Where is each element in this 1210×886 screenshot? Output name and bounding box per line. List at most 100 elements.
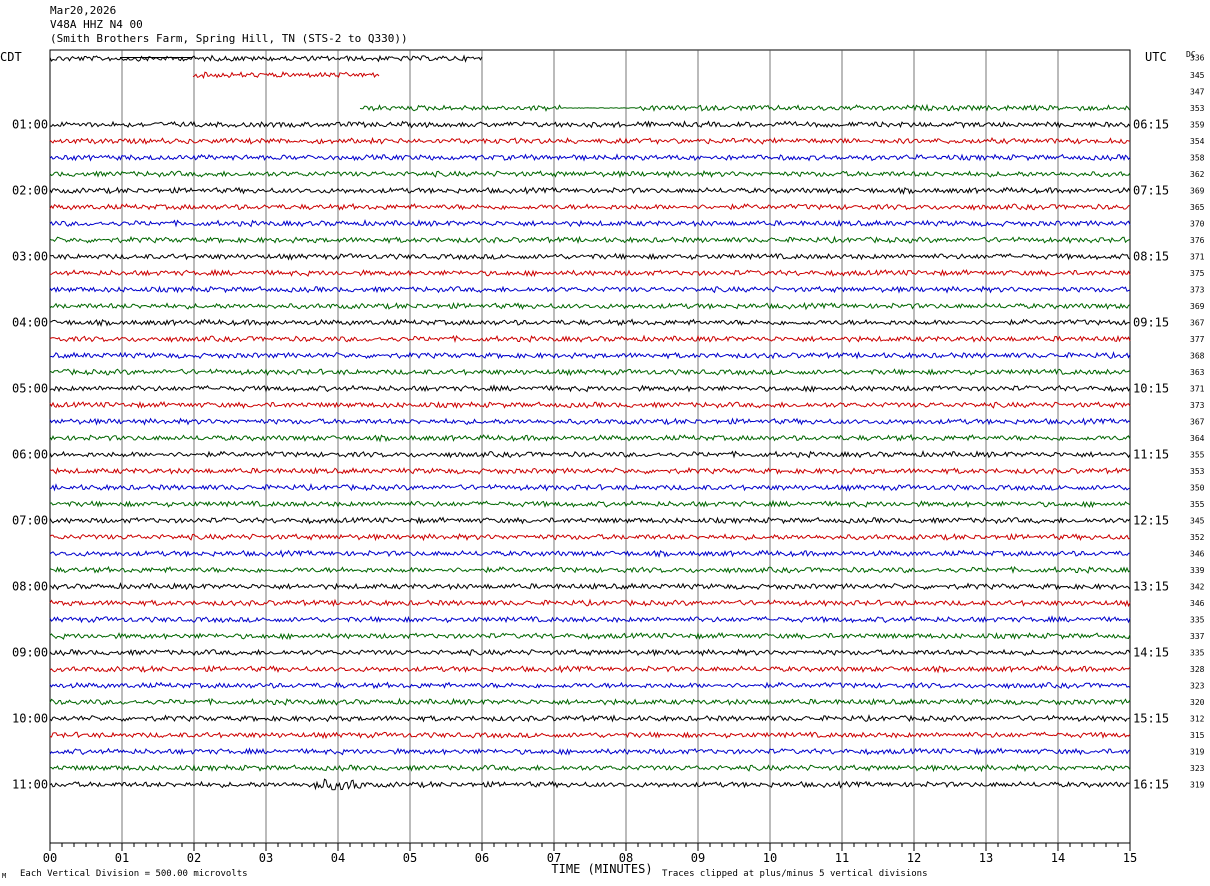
x-tick-label: 06: [475, 851, 489, 865]
x-tick-label: 10: [763, 851, 777, 865]
dc-offset-label: 375: [1190, 269, 1205, 278]
dc-offset-label: 336: [1190, 54, 1205, 63]
station-name: (Smith Brothers Farm, Spring Hill, TN (S…: [50, 32, 408, 45]
clip-note: Traces clipped at plus/minus 5 vertical …: [662, 869, 928, 879]
hour-label-utc: 12:15: [1133, 514, 1169, 528]
hour-label-utc: 15:15: [1133, 712, 1169, 726]
seismic-trace: [49, 499, 1131, 509]
dc-offset-label: 335: [1190, 616, 1205, 625]
seismic-trace: [49, 565, 1131, 574]
plot-frame: [49, 49, 1131, 844]
dc-offset-label: 323: [1190, 682, 1205, 691]
dc-offset-label: 362: [1190, 170, 1205, 179]
seismic-trace: [49, 153, 1131, 162]
seismic-trace: [49, 120, 1131, 129]
dc-offset-label: 363: [1190, 368, 1205, 377]
seismic-trace: [49, 631, 1131, 641]
dc-offset-label: 377: [1190, 335, 1205, 344]
x-axis-title: TIME (MINUTES): [551, 862, 652, 876]
seismic-trace: [49, 516, 1131, 525]
channel-code: V48A HHZ N4 00: [50, 18, 143, 31]
dc-offset-label: 367: [1190, 418, 1205, 427]
x-tick-label: 12: [907, 851, 921, 865]
dc-offset-label: 355: [1190, 500, 1205, 509]
seismic-trace: [49, 235, 1131, 245]
hour-label-cdt: 02:00: [12, 184, 48, 198]
seismic-trace: [49, 285, 1131, 294]
x-tick-label: 00: [43, 851, 57, 865]
hour-label-cdt: 05:00: [12, 382, 48, 396]
dc-offset-label: 319: [1190, 781, 1205, 790]
seismic-trace: [49, 186, 1131, 195]
right-timezone-label: UTC: [1145, 50, 1167, 64]
seismic-trace: [49, 763, 1131, 773]
dc-offset-label: 342: [1190, 583, 1205, 592]
dc-offset-label: 346: [1190, 599, 1205, 608]
dc-offset-label: 319: [1190, 748, 1205, 757]
seismic-trace: [49, 252, 1131, 261]
seismic-trace: [49, 731, 1131, 740]
seismic-trace: [49, 54, 483, 63]
seismic-trace: [49, 417, 1131, 426]
seismic-trace: [49, 450, 1131, 459]
hour-label-utc: 06:15: [1133, 118, 1169, 132]
hour-label-utc: 08:15: [1133, 250, 1169, 264]
hour-label-utc: 14:15: [1133, 646, 1169, 660]
x-tick-label: 07: [547, 851, 561, 865]
x-tick-label: 15: [1123, 851, 1137, 865]
dc-offset-label: 315: [1190, 731, 1205, 740]
dc-offset-label: 355: [1190, 451, 1205, 460]
dc-offset-label: 373: [1190, 401, 1205, 410]
dc-offset-label: 371: [1190, 385, 1205, 394]
seismic-trace: [49, 334, 1131, 343]
seismic-trace: [49, 778, 1131, 791]
x-tick-label: 11: [835, 851, 849, 865]
dc-label: DC: [1186, 50, 1196, 59]
dc-offset-label: 350: [1190, 484, 1205, 493]
hour-label-cdt: 11:00: [12, 778, 48, 792]
left-timezone-label: CDT: [0, 50, 22, 64]
seismic-trace: [49, 582, 1131, 591]
seismic-trace: [49, 351, 1131, 360]
hour-label-cdt: 06:00: [12, 448, 48, 462]
seismic-trace: [49, 747, 1131, 756]
dc-offset-label: 359: [1190, 121, 1205, 130]
seismic-trace: [49, 598, 1131, 608]
seismic-trace: [49, 549, 1131, 558]
seismic-trace: [49, 169, 1131, 179]
dc-offset-label: 373: [1190, 286, 1205, 295]
hour-label-utc: 10:15: [1133, 382, 1169, 396]
hour-label-cdt: 09:00: [12, 646, 48, 660]
hour-label-utc: 07:15: [1133, 184, 1169, 198]
x-tick-label: 02: [187, 851, 201, 865]
hour-label-utc: 13:15: [1133, 580, 1169, 594]
x-tick-label: 04: [331, 851, 345, 865]
seismic-trace: [49, 483, 1131, 492]
dc-offset-label: 353: [1190, 104, 1205, 113]
dc-offset-label: 345: [1190, 71, 1205, 80]
dc-offset-label: 371: [1190, 253, 1205, 262]
dc-offset-label: 346: [1190, 550, 1205, 559]
dc-offset-label: 364: [1190, 434, 1205, 443]
seismic-trace: [49, 615, 1131, 624]
dc-offset-label: 367: [1190, 319, 1205, 328]
seismic-trace: [49, 384, 1131, 393]
seismic-trace: [49, 433, 1131, 443]
seismic-trace: [49, 136, 1131, 145]
x-tick-label: 08: [619, 851, 633, 865]
hour-label-cdt: 03:00: [12, 250, 48, 264]
corner-mark: M: [2, 872, 6, 880]
seismic-trace: [49, 318, 1131, 327]
dc-offset-label: 365: [1190, 203, 1205, 212]
plot-date: Mar20,2026: [50, 4, 117, 17]
dc-offset-label: 345: [1190, 517, 1205, 526]
seismic-trace: [49, 219, 1131, 228]
dc-offset-label: 323: [1190, 764, 1205, 773]
seismic-trace: [49, 664, 1131, 674]
x-tick-label: 14: [1051, 851, 1065, 865]
dc-offset-label: 358: [1190, 154, 1205, 163]
dc-offset-label: 320: [1190, 698, 1205, 707]
x-tick-label: 13: [979, 851, 993, 865]
seismic-trace: [49, 697, 1131, 706]
